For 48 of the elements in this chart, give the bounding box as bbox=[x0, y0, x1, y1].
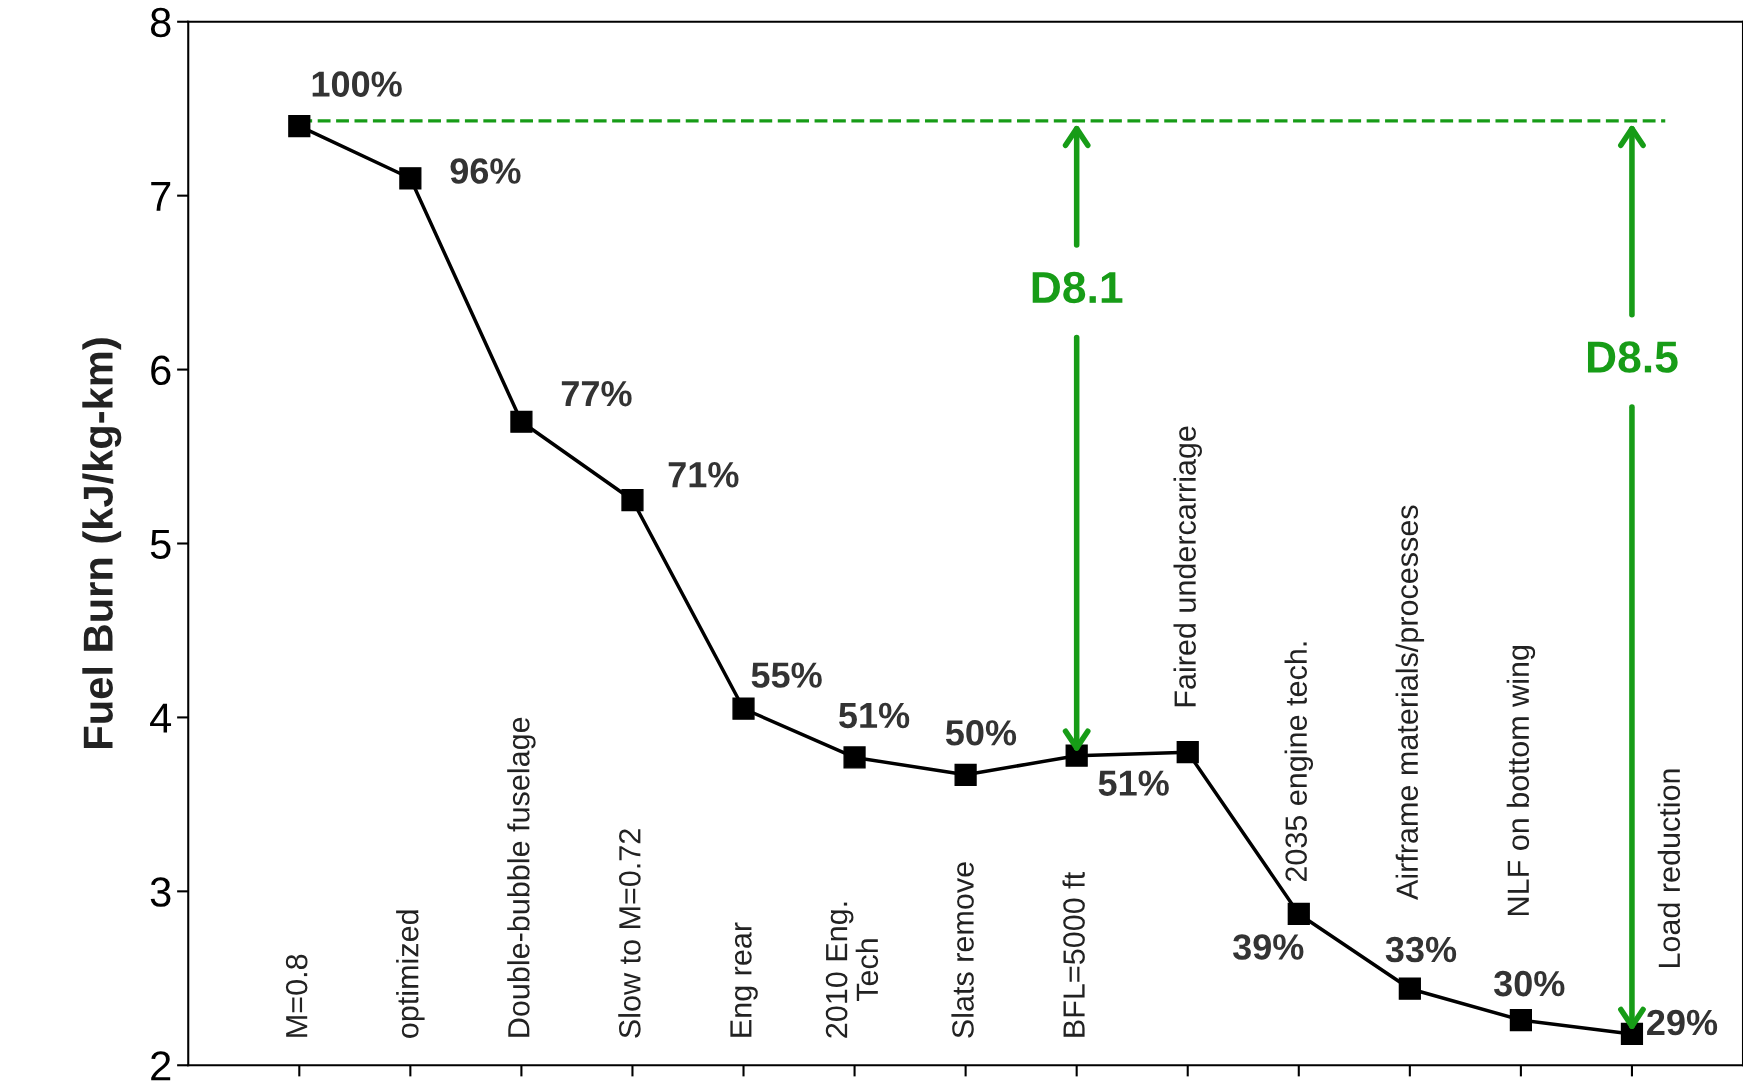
y-axis-title: Fuel Burn (kJ/kg-km) bbox=[82, 338, 122, 748]
x-tick-label: Airframe materials/processes bbox=[1395, 505, 1425, 900]
y-tick-label: 7 bbox=[151, 182, 171, 211]
x-tick-label: Slats remove bbox=[951, 862, 974, 1038]
annotation: 77% bbox=[561, 380, 632, 407]
x-tick-label: 2010 Eng. Tech bbox=[825, 902, 879, 1038]
x-tick-label: Faired undercarriage bbox=[1173, 426, 1202, 707]
x-tick-label: Double-bubble fuselage bbox=[507, 717, 536, 1037]
annotation: 71% bbox=[668, 462, 739, 488]
point bbox=[1398, 977, 1421, 1000]
point bbox=[621, 488, 644, 512]
point bbox=[1287, 902, 1310, 926]
y-tick-label: 5 bbox=[150, 529, 171, 560]
point bbox=[954, 763, 977, 786]
x-tick-label: NLF on bottom wing bbox=[1506, 645, 1536, 915]
annotation: 29% bbox=[1647, 1009, 1718, 1036]
x-tick-label: M=0.8 bbox=[285, 954, 308, 1037]
x-tick-label: Slow to M=0.72 bbox=[618, 829, 641, 1038]
annotation: 96% bbox=[450, 158, 521, 184]
annotation: 30% bbox=[1493, 970, 1565, 997]
point bbox=[1065, 744, 1088, 767]
annotation: 39% bbox=[1232, 934, 1304, 960]
annotation: 50% bbox=[945, 720, 1017, 746]
annotation: 51% bbox=[839, 702, 910, 729]
x-tick-label: 2035 engine tech. bbox=[1284, 642, 1314, 882]
point bbox=[288, 114, 311, 138]
x-tick-label: optimized bbox=[396, 910, 425, 1038]
annotation: 100% bbox=[312, 71, 402, 97]
point bbox=[510, 410, 533, 433]
point bbox=[399, 167, 422, 190]
x-tick-label: Eng rear bbox=[730, 922, 758, 1037]
annotation: 55% bbox=[751, 662, 822, 688]
point bbox=[1509, 1008, 1533, 1032]
annotation: 33% bbox=[1385, 936, 1457, 963]
point bbox=[732, 697, 755, 720]
x-tick-label: Load reduction bbox=[1657, 769, 1681, 968]
annotation: D8.1 bbox=[1032, 271, 1123, 304]
y-tick-label: 6 bbox=[151, 355, 171, 386]
y-tick-label: 4 bbox=[150, 703, 172, 733]
y-tick-label: 8 bbox=[150, 7, 171, 38]
point bbox=[1620, 1022, 1644, 1046]
y-tick-label: 2 bbox=[151, 1051, 171, 1081]
y-tick-label: 3 bbox=[150, 877, 171, 907]
x-tick-label: BFL=5000 ft bbox=[1062, 872, 1085, 1037]
point bbox=[843, 746, 866, 769]
annotation: D8.5 bbox=[1587, 341, 1678, 373]
annotation: 51% bbox=[1098, 770, 1169, 796]
point bbox=[1176, 741, 1199, 764]
